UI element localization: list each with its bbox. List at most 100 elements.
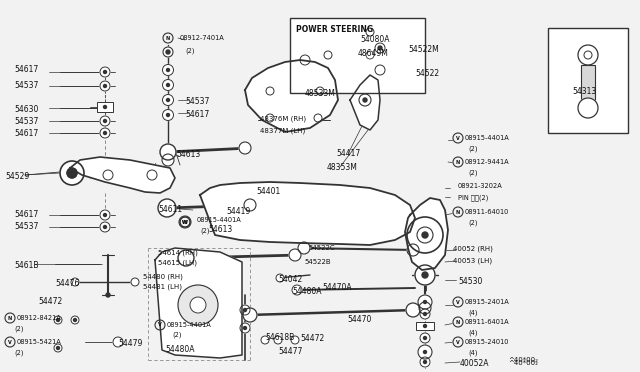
- Text: N: N: [456, 209, 460, 215]
- Text: 54614 (RH): 54614 (RH): [158, 249, 198, 256]
- Text: 08912-8421A: 08912-8421A: [17, 315, 61, 321]
- Circle shape: [56, 346, 60, 350]
- Circle shape: [240, 305, 250, 315]
- Text: N: N: [456, 160, 460, 164]
- Text: 54537: 54537: [14, 117, 38, 126]
- Circle shape: [163, 80, 173, 90]
- Text: 08915-4401A: 08915-4401A: [465, 135, 509, 141]
- Circle shape: [420, 309, 430, 319]
- Circle shape: [71, 278, 79, 286]
- Text: 54613: 54613: [176, 150, 200, 159]
- Circle shape: [424, 312, 426, 315]
- Circle shape: [104, 214, 106, 217]
- Circle shape: [298, 242, 310, 254]
- Circle shape: [243, 308, 246, 311]
- Circle shape: [291, 336, 299, 344]
- Circle shape: [424, 360, 426, 363]
- Text: N: N: [456, 320, 460, 324]
- Text: V: V: [456, 135, 460, 141]
- Text: 54472: 54472: [38, 297, 62, 306]
- Circle shape: [420, 333, 430, 343]
- Circle shape: [100, 67, 110, 77]
- Text: 54476: 54476: [55, 279, 79, 288]
- Circle shape: [274, 336, 282, 344]
- Polygon shape: [155, 248, 242, 358]
- Circle shape: [266, 114, 274, 122]
- Text: N: N: [8, 315, 12, 321]
- Text: 08915-4401A: 08915-4401A: [197, 217, 242, 223]
- Circle shape: [54, 344, 62, 352]
- Circle shape: [190, 297, 206, 313]
- Text: 48376M (RH): 48376M (RH): [260, 115, 306, 122]
- Polygon shape: [200, 182, 415, 245]
- Circle shape: [104, 84, 106, 87]
- Text: 5461B: 5461B: [14, 261, 38, 270]
- Circle shape: [166, 50, 170, 54]
- Text: 08915-24010: 08915-24010: [465, 339, 509, 345]
- Text: 54530: 54530: [458, 277, 483, 286]
- Text: 54529: 54529: [5, 172, 29, 181]
- Text: 54618B: 54618B: [265, 333, 294, 342]
- Text: N: N: [166, 35, 170, 41]
- Circle shape: [239, 142, 251, 154]
- Text: 54537: 54537: [185, 97, 209, 106]
- Circle shape: [424, 350, 426, 353]
- Circle shape: [316, 87, 324, 95]
- Text: (2): (2): [14, 325, 24, 331]
- Text: 54479: 54479: [118, 339, 142, 348]
- Text: ^40*00₂: ^40*00₂: [508, 357, 538, 363]
- Circle shape: [453, 157, 463, 167]
- Text: 54617: 54617: [14, 129, 38, 138]
- Circle shape: [166, 99, 170, 102]
- Circle shape: [104, 131, 106, 135]
- Text: (2): (2): [14, 349, 24, 356]
- Text: V: V: [456, 340, 460, 344]
- Circle shape: [289, 249, 301, 261]
- Circle shape: [243, 327, 246, 330]
- Circle shape: [244, 199, 256, 211]
- Text: 54470A: 54470A: [322, 283, 351, 292]
- Text: (2): (2): [468, 219, 477, 225]
- Circle shape: [363, 98, 367, 102]
- Circle shape: [366, 28, 374, 36]
- Text: 08915-2401A: 08915-2401A: [465, 299, 509, 305]
- Circle shape: [100, 81, 110, 91]
- Text: W: W: [182, 219, 188, 224]
- Text: 54480A: 54480A: [292, 287, 321, 296]
- Circle shape: [103, 170, 113, 180]
- Text: 54537: 54537: [14, 81, 38, 90]
- Circle shape: [266, 87, 274, 95]
- Text: 08915-5421A: 08915-5421A: [17, 339, 61, 345]
- Circle shape: [104, 119, 106, 122]
- Text: (2): (2): [468, 146, 477, 153]
- Circle shape: [424, 337, 426, 340]
- Bar: [373, 48, 387, 78]
- Circle shape: [100, 210, 110, 220]
- Text: 08911-64010: 08911-64010: [465, 209, 509, 215]
- Circle shape: [71, 316, 79, 324]
- Text: W: W: [182, 219, 188, 224]
- Circle shape: [100, 128, 110, 138]
- Text: 54611: 54611: [158, 205, 182, 214]
- Circle shape: [406, 303, 420, 317]
- Circle shape: [453, 207, 463, 217]
- Text: 54481 (LH): 54481 (LH): [143, 284, 182, 291]
- Circle shape: [359, 94, 371, 106]
- Circle shape: [419, 302, 431, 314]
- Text: 54522B: 54522B: [304, 259, 331, 265]
- Circle shape: [60, 161, 84, 185]
- Circle shape: [104, 225, 106, 228]
- Circle shape: [163, 33, 173, 43]
- Text: 54522M: 54522M: [408, 45, 439, 54]
- Circle shape: [180, 217, 190, 227]
- Text: (4): (4): [468, 349, 477, 356]
- Circle shape: [5, 337, 15, 347]
- Circle shape: [300, 55, 310, 65]
- Text: 08912-7401A: 08912-7401A: [180, 35, 225, 41]
- Circle shape: [418, 295, 432, 309]
- Text: PIN ピン(2): PIN ピン(2): [458, 194, 488, 201]
- Text: 08912-9441A: 08912-9441A: [465, 159, 509, 165]
- Circle shape: [131, 278, 139, 286]
- Circle shape: [100, 222, 110, 232]
- Text: 54537: 54537: [14, 222, 38, 231]
